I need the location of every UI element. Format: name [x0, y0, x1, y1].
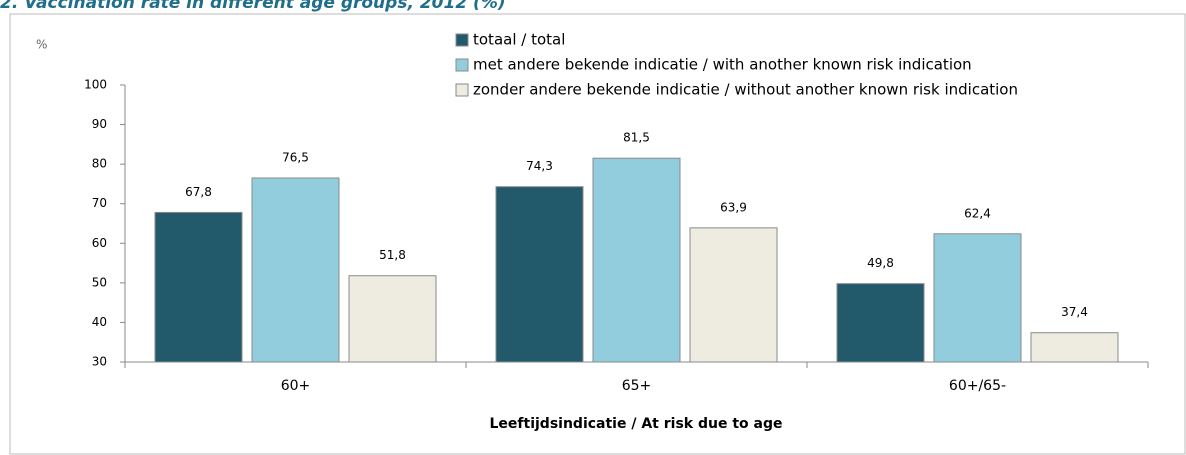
legend-swatch [455, 83, 469, 97]
x-axis-label: Leeftijdsindicatie / At risk due to age [490, 416, 783, 432]
legend-swatch [455, 58, 469, 72]
y-tick-label: 70 [92, 196, 107, 210]
data-label: 81,5 [623, 131, 650, 145]
chart-title: 2. Vaccination rate in different age gro… [0, 0, 506, 13]
bar [689, 227, 778, 363]
bar [348, 275, 437, 363]
y-axis-label: % [36, 38, 47, 52]
y-tick-label: 60 [92, 236, 107, 250]
bar [154, 211, 243, 363]
bar [495, 186, 584, 363]
legend-label: met andere bekende indicatie / with anot… [473, 56, 972, 74]
legend-swatch [455, 33, 469, 47]
bar [592, 157, 681, 363]
data-label: 62,4 [964, 206, 991, 220]
x-tick-label: 60+/65- [949, 378, 1006, 394]
data-label: 51,8 [379, 248, 406, 262]
bar [251, 177, 340, 363]
data-label: 76,5 [282, 150, 309, 164]
y-tick-label: 30 [92, 355, 107, 369]
x-tick-label: 60+ [281, 378, 311, 394]
bar [836, 283, 925, 363]
data-label: 63,9 [720, 200, 747, 214]
x-tick-label: 65+ [622, 378, 652, 394]
y-tick-label: 80 [92, 157, 107, 171]
legend-label: zonder andere bekende indicatie / withou… [473, 81, 1018, 99]
y-tick-label: 90 [92, 117, 107, 131]
data-label: 49,8 [867, 256, 894, 270]
data-label: 74,3 [526, 159, 553, 173]
y-tick-label: 40 [92, 315, 107, 329]
legend-label: totaal / total [473, 31, 565, 49]
bar [933, 233, 1022, 363]
y-tick-label: 50 [92, 275, 107, 289]
data-label: 67,8 [185, 185, 212, 199]
y-tick-label: 100 [84, 78, 107, 92]
data-label: 37,4 [1061, 305, 1088, 319]
bar [1030, 332, 1119, 363]
